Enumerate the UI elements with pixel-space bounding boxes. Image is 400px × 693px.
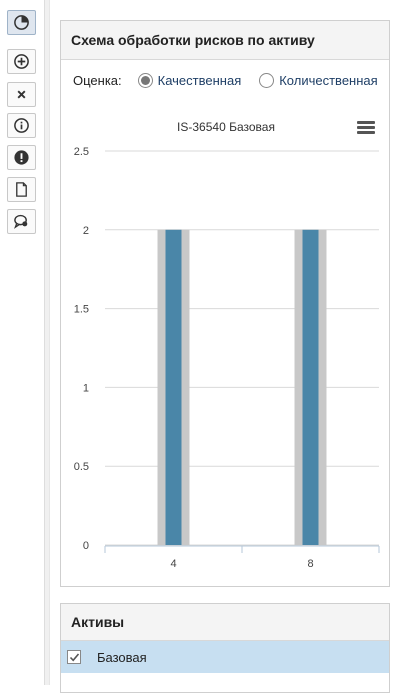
assets-panel-title: Активы	[61, 604, 389, 641]
checkmark-icon	[69, 652, 79, 661]
delete-button[interactable]	[7, 82, 36, 107]
risk-panel-title: Схема обработки рисков по активу	[61, 21, 389, 60]
bar	[302, 229, 319, 546]
y-tick-label: 2.5	[74, 146, 89, 158]
assets-panel: Активы Базовая	[60, 603, 390, 693]
y-tick-label: 0	[83, 540, 89, 552]
chart-title: IS-36540 Базовая	[177, 120, 275, 134]
alert-button[interactable]	[7, 145, 36, 170]
left-toolbar	[0, 0, 44, 685]
close-icon	[17, 90, 26, 99]
radio-qualitative-label: Качественная	[157, 73, 242, 88]
bar-chart: 0 0.5 1 1.5 2 2.5 4 8	[74, 146, 380, 570]
asset-label: Базовая	[97, 649, 147, 665]
y-tick-label: 1	[83, 382, 89, 394]
pie-chart-button[interactable]	[7, 10, 36, 35]
y-tick-label: 1.5	[74, 304, 89, 316]
document-button[interactable]	[7, 177, 36, 202]
risk-treatment-panel: Схема обработки рисков по активу Оценка:…	[60, 20, 390, 587]
asset-row[interactable]: Базовая	[61, 641, 389, 673]
info-icon	[14, 118, 29, 133]
document-icon	[16, 182, 27, 197]
chat-search-button[interactable]	[7, 209, 36, 234]
chat-search-icon	[14, 214, 28, 229]
bar	[165, 229, 182, 546]
radio-circle	[137, 73, 153, 88]
panel-splitter[interactable]	[44, 0, 50, 685]
radio-quantitative-label: Количественная	[279, 73, 378, 88]
x-tick-label: 8	[307, 558, 313, 570]
pie-chart-icon	[14, 15, 29, 30]
radio-circle	[259, 73, 275, 88]
radio-qualitative[interactable]: Качественная	[137, 73, 242, 88]
assets-list: Базовая	[61, 641, 389, 673]
rating-selector: Оценка: Качественная Количественная	[73, 73, 396, 88]
info-button[interactable]	[7, 113, 36, 138]
asset-checkbox[interactable]	[67, 650, 81, 664]
add-circle-icon	[14, 54, 29, 69]
chart-menu-icon[interactable]	[357, 121, 375, 135]
add-button[interactable]	[7, 49, 36, 74]
x-tick-label: 4	[170, 558, 176, 570]
rating-label: Оценка:	[73, 73, 122, 88]
y-tick-label: 0.5	[74, 461, 89, 473]
y-tick-label: 2	[83, 225, 89, 237]
radio-quantitative[interactable]: Количественная	[259, 73, 378, 88]
alert-icon	[14, 150, 29, 165]
